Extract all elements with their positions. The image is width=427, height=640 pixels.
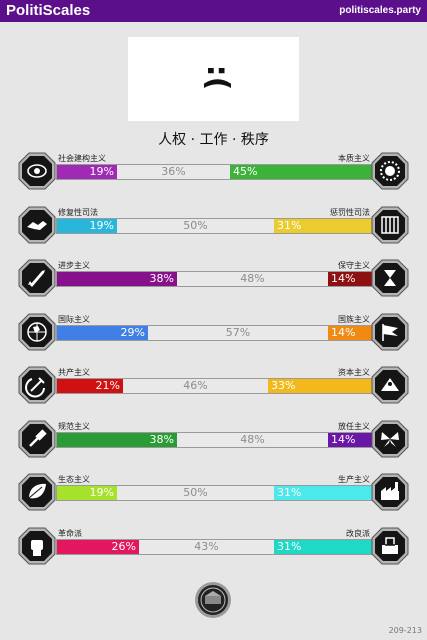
- axis-row: 国际主义 国族主义 29% 57% 14%: [0, 311, 427, 355]
- flag-icon: [371, 313, 409, 351]
- leaf-icon: [18, 473, 56, 511]
- axis-right-segment: 31%: [274, 539, 372, 554]
- hourglass-icon: [371, 259, 409, 297]
- axis-right-label: 国族主义: [338, 314, 370, 324]
- axis-middle-segment: 48%: [240, 272, 265, 285]
- ballot-icon: [371, 527, 409, 565]
- axis-right-label: 放任主义: [338, 421, 370, 431]
- rocket-icon: [18, 259, 56, 297]
- axis-row: 生态主义 生产主义 19% 50% 31%: [0, 471, 427, 515]
- eye-icon: [18, 152, 56, 190]
- axis-left-label: 革命派: [58, 528, 82, 538]
- axis-right-label: 改良派: [346, 528, 370, 538]
- axis-right-label: 保守主义: [338, 261, 370, 270]
- axis-left-label: 共产主义: [58, 368, 90, 377]
- axis-left-label: 生态主义: [58, 475, 90, 484]
- sunflower-icon: [371, 152, 409, 190]
- axis-right-segment: 14%: [328, 432, 372, 447]
- pyramid-icon: [371, 366, 409, 404]
- axis-right-segment: 45%: [230, 165, 372, 179]
- axis-left-label: 进步主义: [58, 261, 90, 270]
- axis-left-segment: 38%: [57, 272, 177, 286]
- prison-bars-icon: [371, 206, 409, 244]
- hammer-sickle-icon: [18, 366, 56, 404]
- axis-row: 社会建构主义 本质主义 19% 36% 45%: [0, 150, 427, 194]
- axis-middle-segment: 46%: [183, 379, 208, 392]
- axis-middle-segment: 43%: [194, 539, 219, 553]
- gavel-icon: [18, 420, 56, 458]
- axis-left-segment: 19%: [57, 165, 117, 179]
- axis-row: 共产主义 资本主义 21% 46% 33%: [0, 364, 427, 408]
- globe-icon: [18, 313, 56, 351]
- axis-right-label: 生产主义: [338, 475, 370, 484]
- fist-icon: [18, 527, 56, 565]
- site-url[interactable]: politiscales.party: [339, 5, 421, 16]
- axis-right-segment: 31%: [274, 218, 372, 233]
- axis-middle-segment: 50%: [183, 218, 208, 232]
- axis-row: 规范主义 放任主义 38% 48% 14%: [0, 418, 427, 462]
- flag-panel: :(: [128, 37, 299, 121]
- coin-icon[interactable]: [194, 581, 232, 619]
- axis-bar: 19% 50% 31%: [56, 485, 373, 501]
- axis-left-segment: 19%: [57, 486, 117, 500]
- axis-left-segment: 26%: [57, 539, 139, 554]
- axis-left-label: 社会建构主义: [58, 154, 106, 163]
- slogan: 人权 · 工作 · 秩序: [158, 132, 269, 148]
- axis-right-segment: 14%: [328, 325, 372, 340]
- axis-right-segment: 33%: [268, 379, 372, 393]
- axis-bar: 38% 48% 14%: [56, 271, 373, 287]
- axis-left-label: 修复性司法: [58, 207, 98, 217]
- axis-right-label: 资本主义: [338, 368, 370, 377]
- axis-bar: 26% 43% 31%: [56, 538, 373, 555]
- footer-id: 209-213: [388, 626, 422, 635]
- axis-bar: 19% 36% 45%: [56, 164, 373, 180]
- axis-row: 革命派 改良派 26% 43% 31%: [0, 525, 427, 569]
- axis-bar: 29% 57% 14%: [56, 324, 373, 341]
- top-bar: PolitiScales politiscales.party: [0, 0, 427, 22]
- axis-bar: 38% 48% 14%: [56, 431, 373, 448]
- axis-middle-segment: 50%: [183, 486, 208, 499]
- handshake-icon: [18, 206, 56, 244]
- axis-right-label: 惩罚性司法: [330, 207, 370, 217]
- axis-bar: 21% 46% 33%: [56, 378, 373, 394]
- axis-left-label: 国际主义: [58, 314, 90, 324]
- brand-logo[interactable]: PolitiScales: [6, 2, 91, 19]
- axis-left-segment: 29%: [57, 325, 148, 340]
- factory-icon: [371, 473, 409, 511]
- axis-left-segment: 38%: [57, 432, 177, 447]
- axis-middle-segment: 48%: [240, 432, 265, 446]
- axis-left-segment: 21%: [57, 379, 123, 393]
- axis-right-segment: 14%: [328, 272, 372, 286]
- axis-right-segment: 31%: [274, 486, 372, 500]
- butterfly-icon: [371, 420, 409, 458]
- axis-left-label: 规范主义: [58, 421, 90, 431]
- axis-bar: 19% 50% 31%: [56, 217, 373, 234]
- axis-middle-segment: 57%: [225, 325, 251, 339]
- axis-middle-segment: 36%: [161, 165, 186, 178]
- axis-row: 修复性司法 惩罚性司法 19% 50% 31%: [0, 204, 427, 248]
- axis-row: 进步主义 保守主义 38% 48% 14%: [0, 257, 427, 301]
- axis-left-segment: 19%: [57, 218, 117, 233]
- axis-right-label: 本质主义: [338, 154, 370, 163]
